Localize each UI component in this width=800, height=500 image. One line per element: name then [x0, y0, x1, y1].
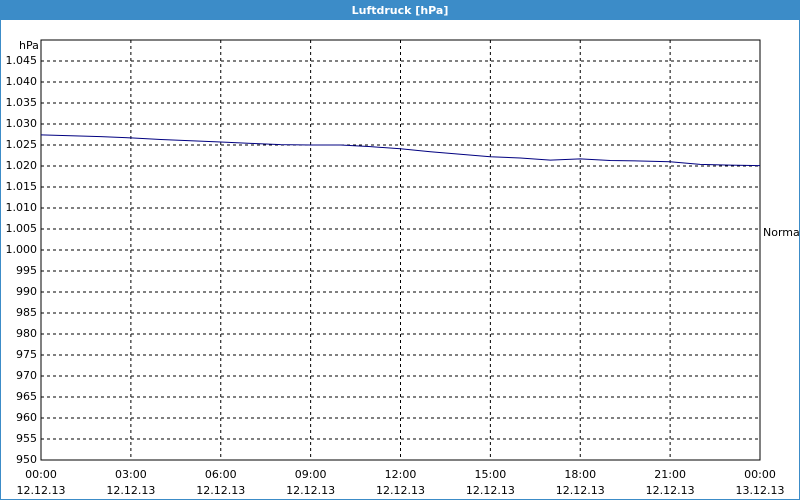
y-tick-label: 1.005: [6, 222, 38, 235]
x-tick-label: 03:00: [115, 468, 147, 481]
y-tick-label: 960: [16, 411, 37, 424]
y-tick-label: 1.040: [6, 75, 38, 88]
x-tick-label: 06:00: [205, 468, 237, 481]
y-tick-label: 1.010: [6, 201, 38, 214]
x-tick-date: 12.12.13: [106, 484, 155, 497]
x-tick-label: 12:00: [385, 468, 417, 481]
y-tick-label: 980: [16, 327, 37, 340]
x-tick-label: 21:00: [654, 468, 686, 481]
x-tick-date: 12.12.13: [17, 484, 66, 497]
y-tick-label: 1.020: [6, 159, 38, 172]
x-tick-label: 00:00: [25, 468, 57, 481]
x-tick-date: 12.12.13: [556, 484, 605, 497]
x-tick-date: 12.12.13: [646, 484, 695, 497]
x-tick-date: 13.12.13: [736, 484, 785, 497]
y-tick-label: 955: [16, 432, 37, 445]
y-tick-label: 990: [16, 285, 37, 298]
title-bar: [0, 0, 800, 20]
reference-label: Normal: [763, 226, 800, 239]
x-tick-label: 00:00: [744, 468, 776, 481]
x-tick-date: 12.12.13: [466, 484, 515, 497]
x-tick-label: 09:00: [295, 468, 327, 481]
x-tick-label: 15:00: [475, 468, 507, 481]
x-tick-label: 18:00: [564, 468, 596, 481]
y-axis-label: hPa: [19, 39, 39, 52]
y-tick-label: 1.030: [6, 117, 38, 130]
x-tick-date: 12.12.13: [286, 484, 335, 497]
y-tick-label: 970: [16, 369, 37, 382]
y-tick-label: 965: [16, 390, 37, 403]
y-tick-label: 1.025: [6, 138, 38, 151]
y-tick-label: 1.015: [6, 180, 38, 193]
x-tick-date: 12.12.13: [376, 484, 425, 497]
data-line: [40, 134, 761, 167]
y-tick-label: 950: [16, 453, 37, 466]
plot-frame: [40, 39, 761, 461]
y-tick-label: 1.045: [6, 54, 38, 67]
x-tick-date: 12.12.13: [196, 484, 245, 497]
y-tick-label: 995: [16, 264, 37, 277]
chart-title: Luftdruck [hPa]: [352, 4, 449, 17]
y-tick-label: 1.000: [6, 243, 38, 256]
y-tick-label: 1.035: [6, 96, 38, 109]
y-tick-label: 985: [16, 306, 37, 319]
y-tick-label: 975: [16, 348, 37, 361]
